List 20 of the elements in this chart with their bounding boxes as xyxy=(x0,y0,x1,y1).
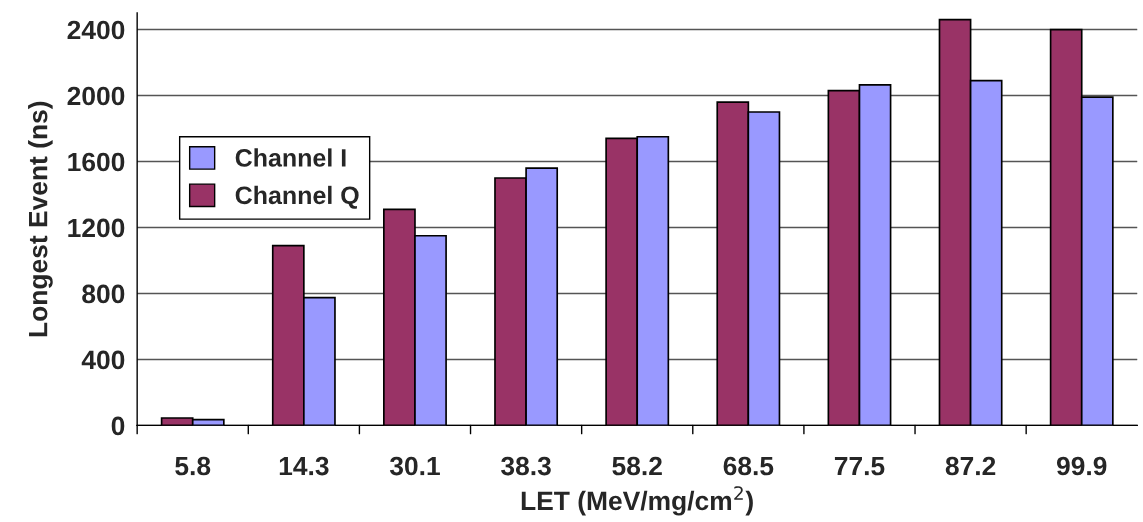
y-tick-label: 2000 xyxy=(67,86,125,106)
y-tick-label: 0 xyxy=(111,416,125,436)
x-tick-label: 68.5 xyxy=(723,456,774,476)
y-tick-label: 1600 xyxy=(68,152,125,172)
x-tick-label: 87.2 xyxy=(945,456,996,476)
y-tick-label: 800 xyxy=(82,284,125,304)
x-tick-label: 58.2 xyxy=(612,456,662,476)
x-tick-label: 14.3 xyxy=(279,456,329,476)
x-tick-label: 5.8 xyxy=(175,456,211,476)
y-tick-label: 1200 xyxy=(68,218,125,238)
x-tick-label: 38.3 xyxy=(501,456,551,476)
y-tick-label: 2400 xyxy=(67,20,125,40)
y-axis-title: Longest Event (ns) xyxy=(28,101,53,337)
x-tick-label: 99.9 xyxy=(1056,456,1107,476)
legend-label: Channel I xyxy=(235,148,346,167)
y-tick-label: 400 xyxy=(81,350,125,370)
x-tick-label: 30.1 xyxy=(389,456,440,476)
x-tick-label: 77.5 xyxy=(834,456,885,476)
x-axis-title: LET (MeV/mg/cm$^{2}$) xyxy=(521,486,753,516)
legend-label: Channel Q xyxy=(235,185,359,209)
